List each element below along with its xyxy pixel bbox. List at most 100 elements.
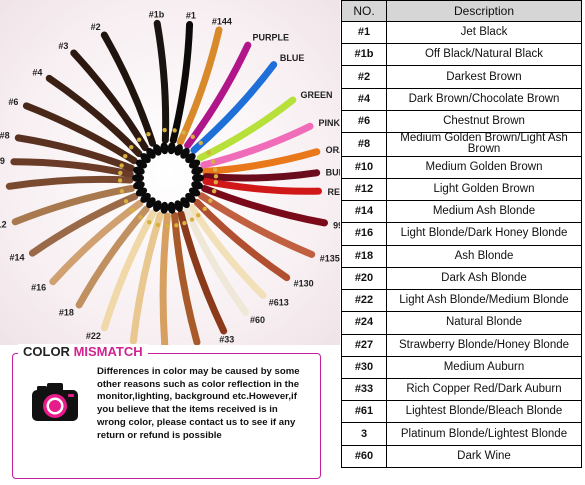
shade-description: Dark Brown/Chocolate Brown: [386, 87, 582, 111]
shade-description: Natural Blonde: [386, 311, 582, 335]
shade-label: BLUE: [280, 53, 305, 63]
ring-bead: [174, 144, 183, 156]
strand-clip: [117, 178, 123, 183]
ring-bead: [191, 166, 204, 175]
shade-number: #1b: [341, 43, 387, 67]
hair-strand: [153, 19, 170, 144]
strand-clip: [118, 170, 123, 176]
shade-number: #12: [341, 177, 387, 202]
table-row: #1 Jet Black: [341, 20, 582, 45]
ring-bead: [167, 142, 176, 155]
shade-description: Dark Ash Blonde: [386, 266, 582, 291]
strand-clip: [190, 134, 195, 140]
table-row: #10 Medium Golden Brown: [341, 155, 582, 179]
shade-number: #20: [341, 266, 387, 291]
strand-clip: [119, 189, 125, 194]
shade-number: #14: [341, 200, 387, 224]
table-row: #1b Off Black/Natural Black: [341, 43, 582, 67]
strand-clip: [213, 174, 219, 179]
shade-description: Off Black/Natural Black: [386, 43, 582, 67]
shade-table: NO. Description #1 Jet Black #1b Off Black/…: [341, 0, 582, 469]
mismatch-title: COLOR MISMATCH: [18, 344, 148, 359]
shade-description: Strawberry Blonde/Honey Blonde: [386, 333, 582, 357]
strand-clip: [123, 154, 128, 159]
ring-bead: [132, 174, 144, 182]
shade-number: #10: [341, 155, 387, 179]
shade-number: #30: [341, 355, 387, 379]
shade-number: #1: [341, 20, 387, 45]
shade-label: #144: [212, 16, 232, 26]
ring-bead: [146, 147, 156, 159]
shade-label: #4: [32, 68, 42, 78]
strand-clip: [213, 179, 219, 185]
hair-strand: [100, 31, 157, 147]
hair-strand: [190, 61, 278, 154]
mismatch-title-part1: COLOR: [23, 344, 74, 359]
strand-clip: [213, 167, 218, 172]
strand-clip: [138, 215, 143, 220]
strand-clip: [162, 127, 167, 133]
hair-strand: [171, 211, 201, 345]
hair-strand: [22, 102, 138, 165]
shade-number: #60: [341, 444, 387, 469]
hair-strand: [28, 192, 139, 257]
shade-number: #6: [341, 109, 387, 134]
mismatch-description: Differences in color may be caused by so…: [97, 366, 300, 441]
ring-bead: [135, 187, 148, 197]
hair-strand: [202, 169, 321, 182]
shade-number: #18: [341, 244, 387, 268]
hair-strand: [49, 199, 144, 286]
shade-description: Dark Wine: [386, 444, 582, 469]
strand-clip: [189, 217, 195, 222]
ring-bead: [188, 159, 201, 169]
shade-label: #12: [0, 219, 7, 229]
shade-label: #2: [91, 22, 101, 32]
shade-label: BURG: [326, 167, 340, 177]
hair-strand: [100, 209, 157, 332]
shade-label: #1b: [149, 9, 165, 19]
shade-number: #4: [341, 87, 387, 111]
shade-description: Light Golden Brown: [386, 177, 582, 202]
shade-description: Light Ash Blonde/Medium Blonde: [386, 289, 582, 313]
hair-strand: [14, 134, 135, 172]
shade-label: #9: [0, 156, 5, 166]
shade-label: #16: [31, 283, 46, 293]
table-row: #30 Medium Auburn: [341, 355, 582, 379]
strand-clip: [182, 220, 187, 226]
hair-strand: [200, 122, 314, 169]
shade-label: #22: [86, 331, 101, 341]
strand-clip: [164, 223, 170, 229]
ring-bead: [191, 181, 204, 190]
table-row: #24 Natural Blonde: [341, 311, 582, 335]
hair-strand: [183, 207, 249, 316]
table-row: #6 Chestnut Brown: [341, 109, 582, 134]
table-row: #8 Medium Golden Brown/Light Ash Brown: [341, 132, 582, 157]
shade-number: #33: [341, 377, 387, 402]
camera-icon: [32, 383, 78, 421]
shade-label: 99J: [333, 220, 340, 230]
shade-label: RED: [327, 187, 340, 197]
ring-bead: [160, 201, 169, 214]
shade-label: PINK: [318, 118, 340, 128]
strand-clip: [181, 130, 186, 135]
shade-label: #613: [269, 297, 289, 307]
hair-strand: [201, 148, 321, 175]
hair-strand: [10, 158, 134, 178]
ring-bead: [192, 174, 204, 182]
strand-clip: [136, 137, 142, 142]
strand-clip: [210, 159, 216, 164]
shade-number: 3: [341, 422, 387, 446]
strand-clip: [130, 207, 135, 213]
shade-description: Lightest Blonde/Bleach Blonde: [386, 400, 582, 424]
shade-number: #8: [341, 132, 387, 157]
shade-number: #2: [341, 65, 387, 89]
hair-strand: [202, 177, 323, 195]
shade-label: #135: [320, 254, 340, 264]
table-row: #14 Medium Ash Blonde: [341, 200, 582, 224]
table-row: 3 Platinum Blonde/Lightest Blonde: [341, 422, 582, 446]
table-row: #61 Lightest Blonde/Bleach Blonde: [341, 400, 582, 424]
hair-strand: [201, 184, 328, 227]
hair-strand: [188, 204, 267, 299]
table-row: #16 Light Blonde/Dark Honey Blonde: [341, 222, 582, 246]
strand-clip: [172, 128, 177, 133]
